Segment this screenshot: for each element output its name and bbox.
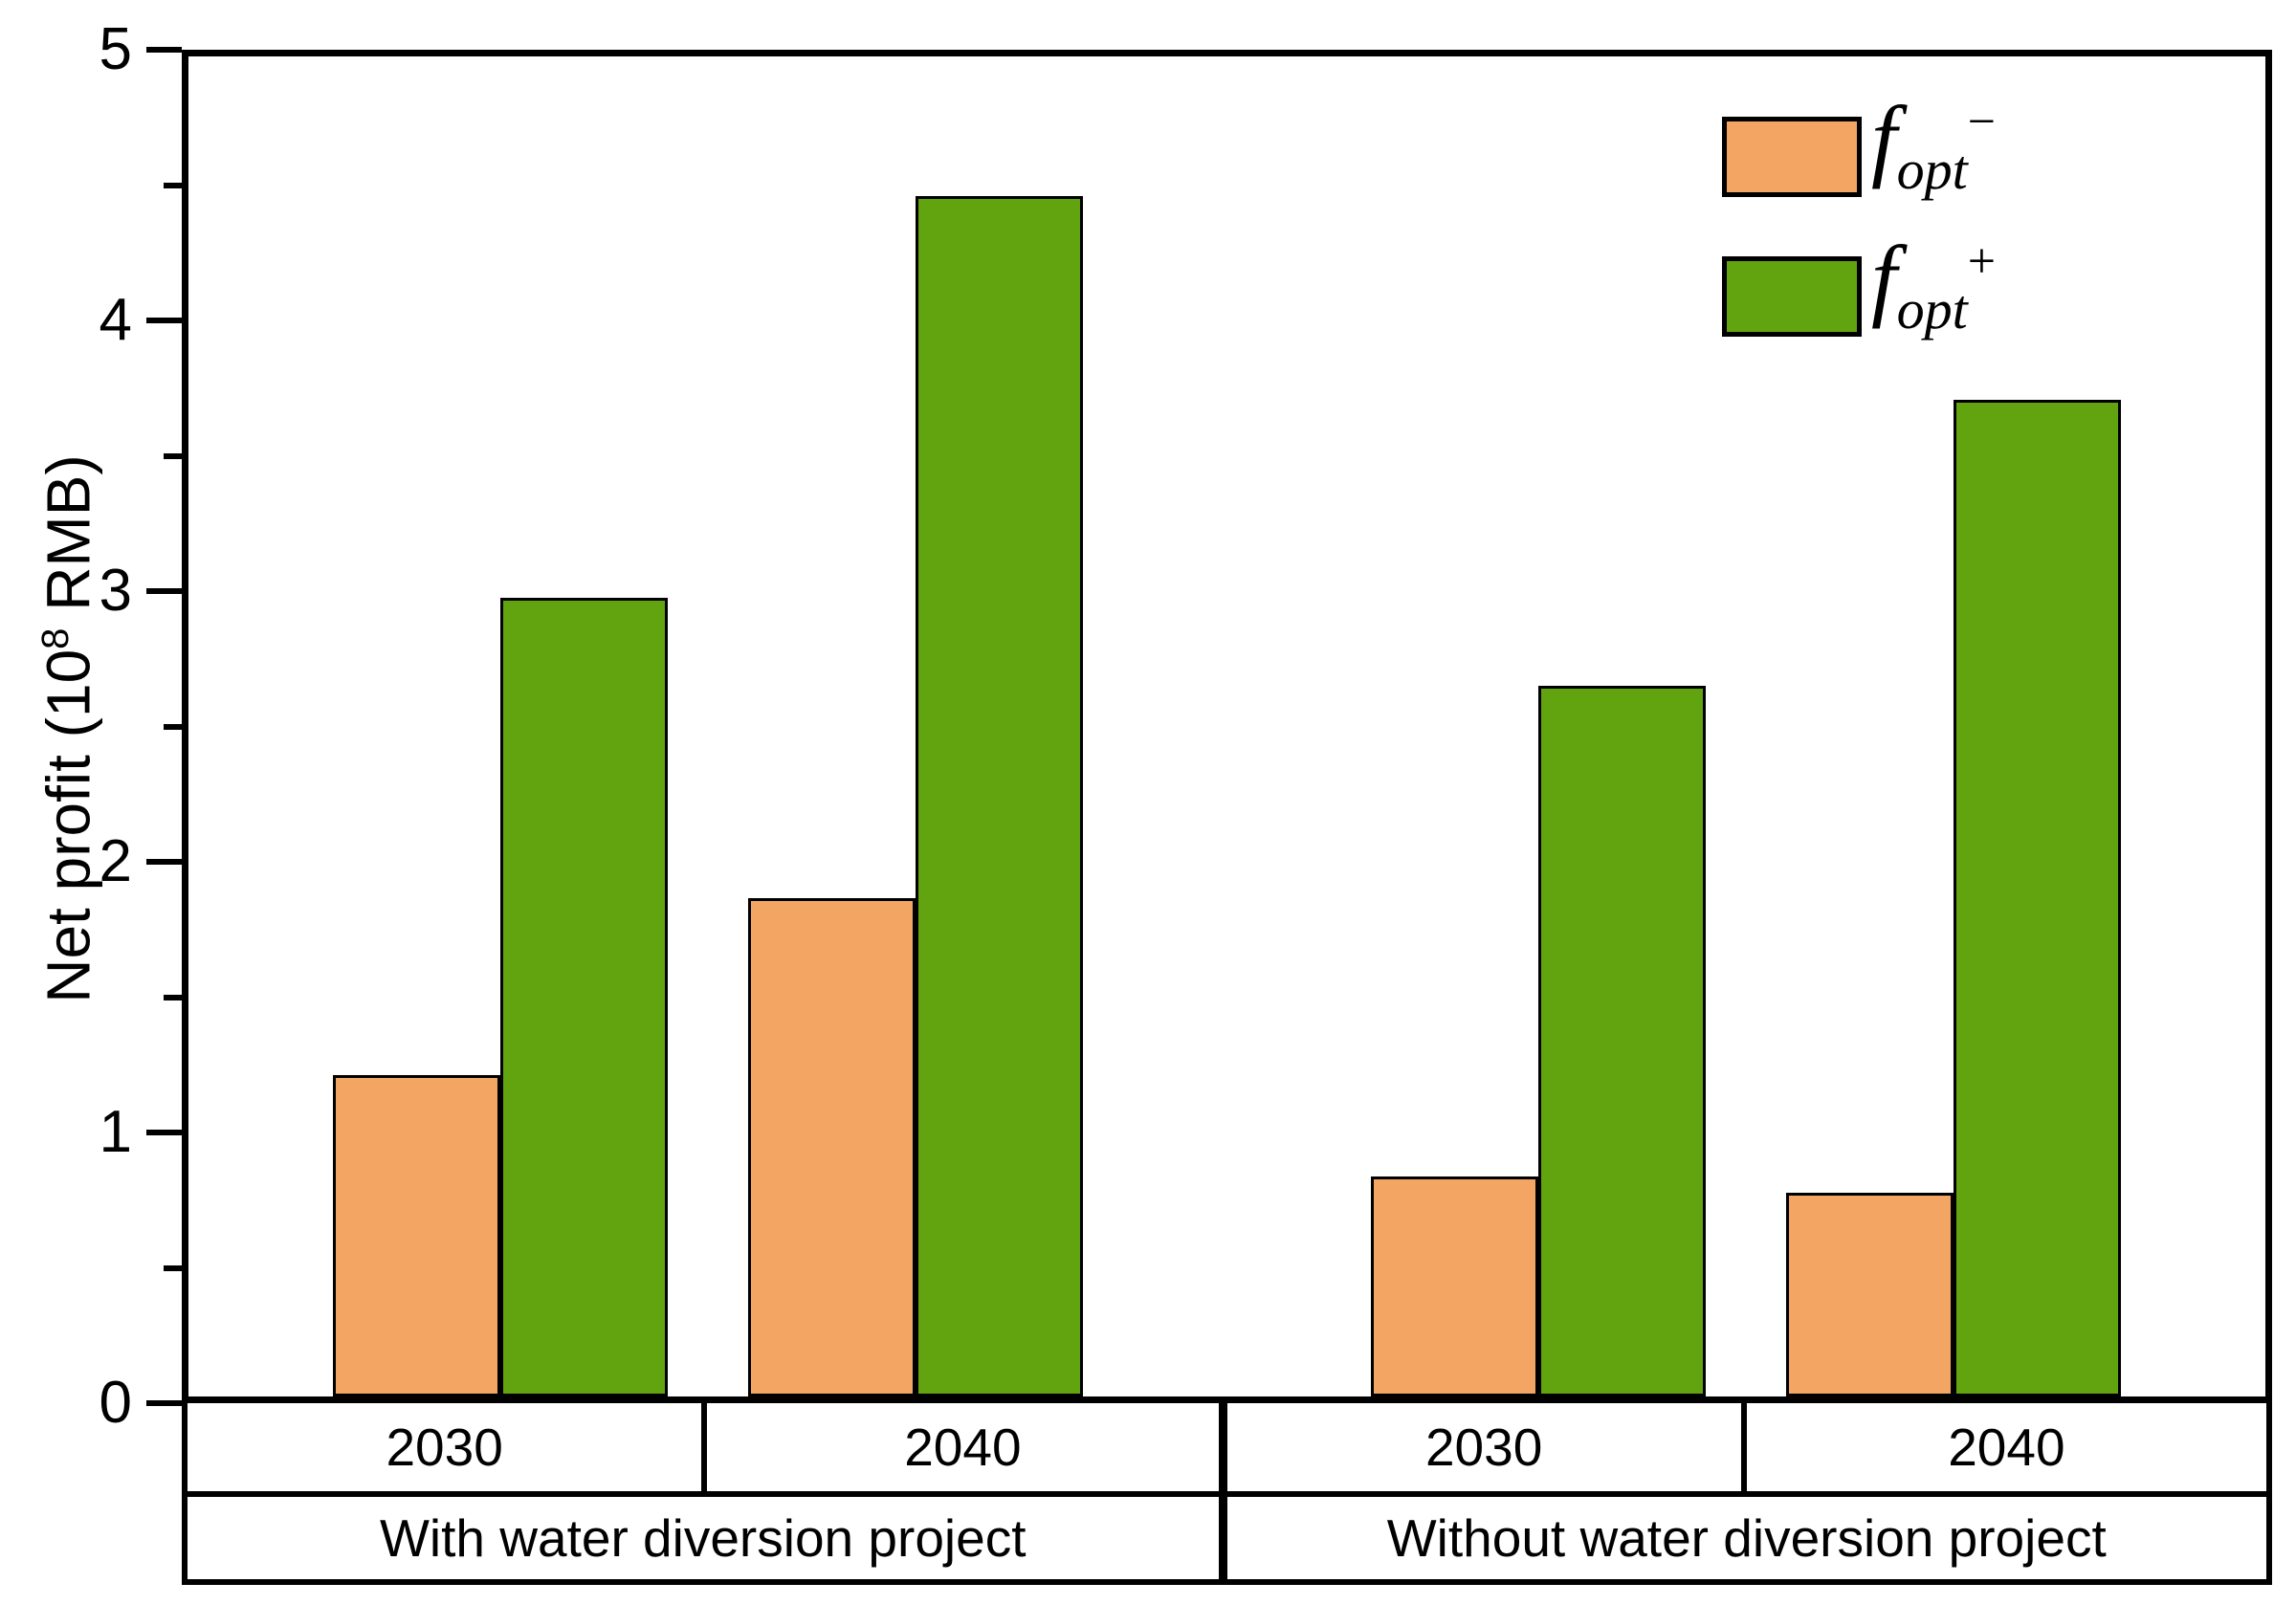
y-axis-title-prefix: Net profit (10 (33, 649, 103, 1003)
y-tick-label-4: 4 (99, 287, 132, 353)
bar-fopt-plus-with-2030 (499, 598, 668, 1396)
y-minor-tick-1-5 (164, 994, 182, 1000)
x-axis-project-row: With water diversion project Without wat… (188, 1497, 2266, 1579)
legend-label-fopt-minus: fopt− (1871, 82, 1996, 210)
y-major-tick-2 (146, 859, 182, 865)
y-major-tick-4 (146, 318, 182, 323)
x-axis-year-row: 2030 2040 2030 2040 (188, 1403, 2266, 1497)
bar-fopt-plus-without-2030 (1538, 686, 1707, 1396)
y-axis-title-suffix: RMB) (33, 454, 103, 628)
bar-fopt-minus-without-2030 (1371, 1176, 1539, 1396)
legend-entry-fopt-minus: fopt− (1722, 82, 1996, 201)
x-year-cell-without-2030: 2030 (1227, 1403, 1747, 1491)
y-minor-tick-2-5 (164, 723, 182, 730)
x-year-cell-without-2040: 2040 (1948, 1418, 2065, 1477)
bar-fopt-plus-with-2040 (915, 195, 1083, 1396)
bar-fopt-minus-without-2040 (1786, 1193, 1954, 1396)
bar-fopt-plus-without-2040 (1954, 399, 2122, 1396)
legend-label-subscript: opt (1896, 278, 1968, 341)
legend-label-base: f (1871, 87, 1897, 189)
y-minor-tick-3-5 (164, 452, 182, 459)
y-axis-title: Net profit (108 RMB) (22, 385, 102, 1073)
y-major-tick-1 (146, 1130, 182, 1135)
legend-swatch-fopt-plus-icon (1722, 256, 1862, 338)
bar-fopt-minus-with-2030 (332, 1074, 500, 1396)
legend-label-base: f (1871, 227, 1897, 330)
y-tick-label-1: 1 (99, 1099, 132, 1165)
bar-fopt-minus-with-2040 (747, 897, 916, 1396)
y-minor-tick-0-5 (164, 1264, 182, 1271)
legend-label-sign: − (1967, 95, 1997, 149)
legend-label-sign: + (1967, 234, 1997, 290)
x-year-cell-with-2030: 2030 (188, 1403, 708, 1491)
y-major-tick-3 (146, 588, 182, 594)
legend: fopt− fopt+ (1722, 82, 1996, 362)
y-axis-title-exponent: 8 (34, 627, 77, 649)
legend-label-subscript: opt (1896, 139, 1968, 202)
y-minor-tick-4-5 (164, 182, 182, 188)
x-project-cell-without: Without water diversion project (1386, 1508, 2107, 1568)
bars-layer (188, 56, 2265, 1396)
y-major-tick-0 (146, 1400, 182, 1406)
x-axis-table: 2030 2040 2030 2040 With water diversion… (182, 1403, 2272, 1585)
x-year-cell-with-2040: 2040 (707, 1403, 1227, 1491)
legend-swatch-fopt-minus-icon (1722, 117, 1862, 198)
y-major-tick-5 (146, 47, 182, 53)
legend-label-fopt-plus: fopt+ (1871, 222, 1996, 350)
y-tick-label-0: 0 (99, 1370, 132, 1436)
x-project-cell-with: With water diversion project (188, 1497, 1227, 1579)
plot-area (182, 50, 2272, 1403)
y-tick-label-5: 5 (99, 16, 132, 82)
legend-entry-fopt-plus: fopt+ (1722, 222, 1996, 341)
